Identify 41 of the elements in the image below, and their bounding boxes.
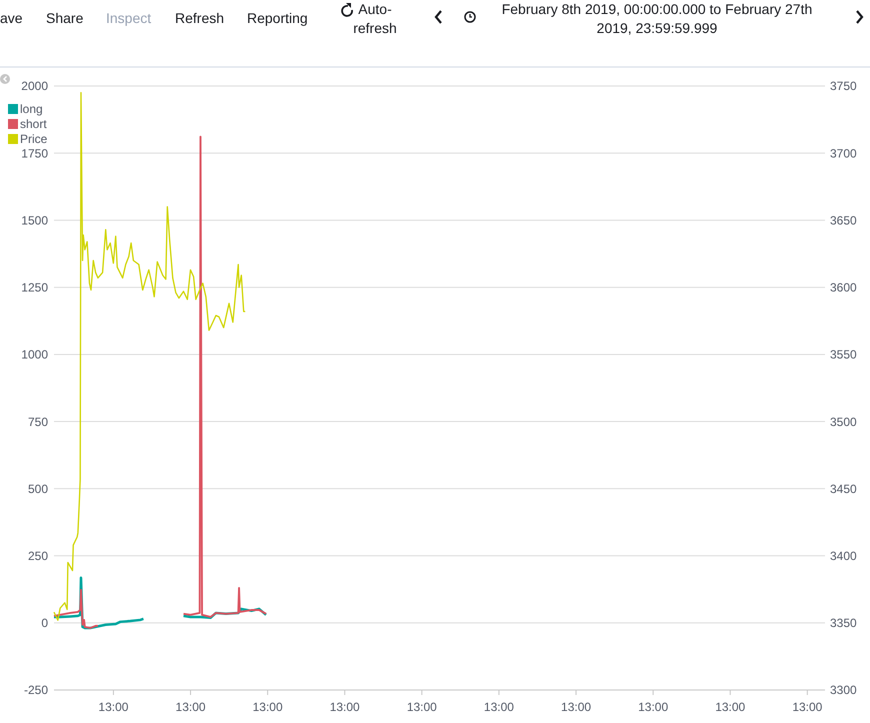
- y-tick-label: 1500: [21, 213, 48, 228]
- y-tick-label: -250: [24, 683, 48, 698]
- legend-label: Price: [20, 132, 48, 146]
- x-tick-label: 13:00: [715, 700, 746, 714]
- x-tick-label: 13:00: [638, 700, 668, 714]
- y-tick-label: 2000: [21, 79, 48, 94]
- text: Refresh: [175, 10, 224, 26]
- y2-tick-label: 3600: [830, 280, 858, 295]
- text: February 8th 2019, 00:00:00.000 to February 27th 2019, 23:59:59.999: [502, 1, 812, 36]
- y-tick-label: 0: [41, 616, 48, 630]
- y2-tick-label: 3650: [830, 213, 858, 228]
- text: Auto-refresh: [353, 1, 397, 36]
- text: Share: [46, 10, 84, 26]
- y-tick-label: 750: [28, 414, 48, 429]
- y2-tick-label: 3450: [830, 482, 858, 496]
- x-tick-label: 13:00: [330, 700, 360, 714]
- y-tick-label: 1250: [21, 280, 48, 295]
- y2-tick-label: 3550: [830, 348, 858, 362]
- y2-tick-label: 3400: [830, 548, 858, 563]
- y2-tick-label: 3500: [830, 414, 858, 429]
- text: Reporting: [247, 10, 308, 26]
- y2-tick-label: 3750: [830, 79, 858, 94]
- text: Inspect: [106, 10, 152, 26]
- y2-tick-label: 3300: [830, 683, 858, 698]
- text: ave: [0, 10, 23, 26]
- x-tick-label: 13:00: [406, 700, 438, 714]
- y2-tick-label: 3350: [830, 616, 858, 630]
- y-tick-label: 1750: [21, 146, 48, 160]
- y-tick-label: 500: [28, 482, 48, 496]
- y2-tick-label: 3700: [830, 146, 858, 160]
- y-tick-label: 250: [28, 548, 48, 563]
- x-tick-label: 13:00: [561, 700, 592, 714]
- legend-label: short: [20, 117, 48, 131]
- x-tick-label: 13:00: [484, 700, 514, 714]
- y-tick-label: 1000: [21, 348, 48, 362]
- line-series: [53, 92, 246, 621]
- x-tick-label: 13:00: [252, 700, 283, 714]
- x-tick-label: 13:00: [176, 700, 206, 714]
- legend-label: long: [20, 102, 43, 116]
- x-tick-label: 13:00: [792, 700, 823, 714]
- x-tick-label: 13:00: [98, 700, 129, 714]
